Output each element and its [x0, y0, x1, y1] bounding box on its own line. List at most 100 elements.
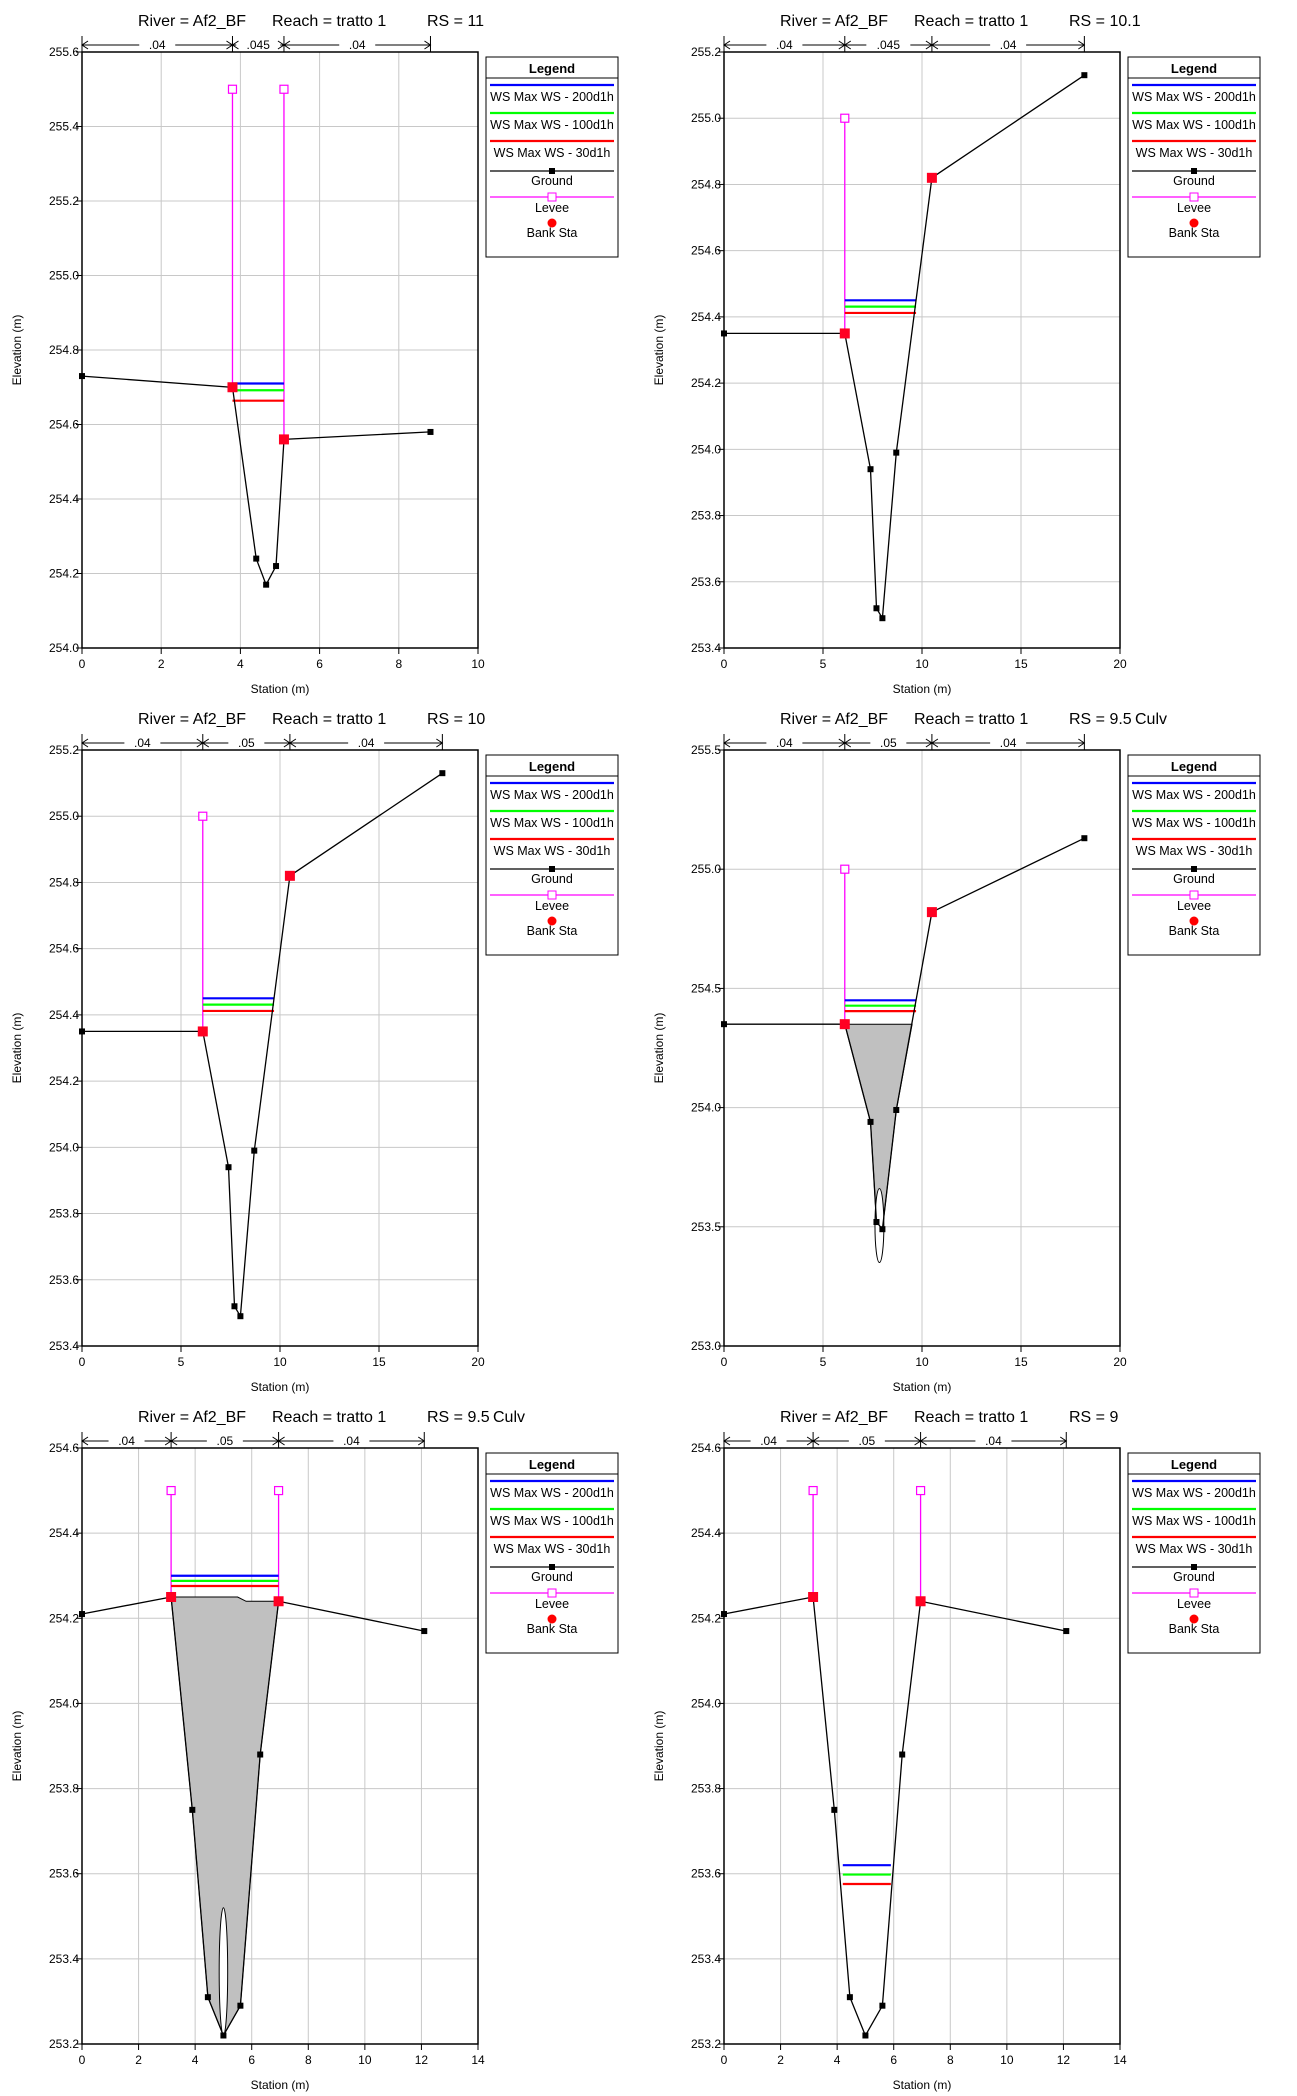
ground-point — [867, 466, 874, 473]
bank-station-marker — [284, 870, 295, 881]
chart-panel-rs-11: River = Af2_BF Reach = tratto 1 RS = 11 .04… — [0, 0, 640, 698]
mannings-n-label: .04 — [1000, 736, 1017, 750]
ground-line — [81, 375, 431, 587]
y-tick-label: 255.0 — [49, 269, 79, 283]
ground-line — [724, 74, 1085, 621]
legend-label: WS Max WS - 30d1h — [494, 1542, 611, 1556]
x-tick-label: 10 — [358, 2053, 372, 2067]
mannings-n-label: .04 — [776, 38, 793, 52]
ground-point — [867, 1118, 874, 1125]
legend-swatch-marker — [1189, 218, 1199, 228]
mannings-arrowhead — [930, 40, 939, 50]
ground-point — [273, 563, 280, 570]
chart-panel-rs-9: River = Af2_BF Reach = tratto 1 RS = 9 .04.… — [642, 1396, 1282, 2094]
legend-swatch-marker — [1189, 890, 1199, 900]
x-tick-label: 4 — [237, 657, 244, 671]
mannings-arrowhead — [81, 738, 89, 748]
ground-line — [723, 1596, 1067, 2037]
x-axis-label: Station (m) — [251, 1380, 310, 1394]
y-tick-label: 255.0 — [691, 862, 721, 876]
levee-marker — [166, 1485, 176, 1496]
y-tick-label: 253.0 — [691, 1339, 721, 1353]
ground-point — [225, 1164, 232, 1171]
culvert-pier — [218, 1907, 229, 2036]
mannings-n-label: .04 — [149, 38, 166, 52]
legend-label: WS Max WS - 200d1h — [1132, 1486, 1256, 1500]
x-tick-label: 12 — [415, 2053, 429, 2067]
x-tick-label: 15 — [372, 1355, 386, 1369]
legend-swatch-marker — [547, 218, 557, 228]
legend-label: WS Max WS - 100d1h — [1132, 1514, 1256, 1528]
y-tick-label: 254.2 — [49, 567, 79, 581]
legend-label: WS Max WS - 30d1h — [1136, 1542, 1253, 1556]
mannings-arrowhead — [201, 738, 210, 748]
chart-panel-rs-9-5-culv-b: River = Af2_BF Reach = tratto 1 RS = 9.5 Cu… — [0, 1396, 640, 2094]
x-tick-label: 6 — [316, 657, 323, 671]
legend-label: Ground — [531, 174, 573, 188]
x-tick-label: 10 — [471, 657, 485, 671]
legend-label: Ground — [531, 872, 573, 886]
y-tick-label: 253.6 — [49, 1867, 79, 1881]
legend-label: Ground — [1173, 872, 1215, 886]
mannings-arrowhead — [277, 1436, 285, 1446]
ground-point — [1081, 72, 1088, 79]
y-tick-label: 254.4 — [49, 1526, 79, 1540]
legend-label: Ground — [531, 1570, 573, 1584]
ground-point — [879, 615, 886, 622]
ground-point — [263, 581, 270, 588]
y-tick-label: 254.4 — [49, 1008, 79, 1022]
ground-point — [899, 1751, 906, 1758]
mannings-arrowhead — [723, 40, 731, 50]
title-reach: Reach = tratto 1 — [272, 13, 386, 30]
y-tick-label: 255.0 — [691, 111, 721, 125]
y-tick-label: 254.6 — [49, 942, 79, 956]
x-axis-label: Station (m) — [251, 2078, 310, 2092]
levee-marker — [273, 1485, 284, 1496]
x-tick-label: 15 — [1014, 657, 1028, 671]
x-tick-label: 5 — [178, 1355, 185, 1369]
mannings-n-label: .04 — [134, 736, 151, 750]
y-tick-label: 253.6 — [691, 575, 721, 589]
mannings-arrowhead — [812, 1436, 820, 1446]
legend-label: WS Max WS - 200d1h — [490, 90, 614, 104]
y-tick-label: 255.2 — [691, 45, 721, 59]
title-rs: RS = 9.5 — [427, 1409, 490, 1426]
legend-title: Legend — [529, 61, 575, 76]
bank-station-marker — [808, 1592, 819, 1602]
legend-title: Legend — [1171, 759, 1217, 774]
x-tick-label: 20 — [1113, 1355, 1127, 1369]
legend-swatch-marker — [549, 1564, 555, 1570]
x-tick-label: 10 — [915, 657, 929, 671]
chart-svg: River = Af2_BF Reach = tratto 1 RS = 9.5 Cu… — [10, 1409, 619, 2092]
mannings-arrowhead — [1078, 738, 1086, 748]
title-reach: Reach = tratto 1 — [272, 1409, 386, 1426]
y-tick-label: 253.5 — [691, 1220, 721, 1234]
ground-point — [189, 1806, 196, 1813]
ground-point — [231, 1303, 238, 1310]
legend-label: Bank Sta — [527, 924, 578, 938]
mannings-n-label: .04 — [358, 736, 375, 750]
title-rs: RS = 9 — [1069, 1409, 1118, 1426]
y-tick-label: 253.8 — [691, 509, 721, 523]
y-tick-label: 254.6 — [49, 418, 79, 432]
chart-svg: River = Af2_BF Reach = tratto 1 RS = 10 .04… — [10, 711, 619, 1394]
mannings-arrowhead — [417, 1436, 426, 1446]
bank-station-marker — [166, 1592, 177, 1602]
chart-svg: River = Af2_BF Reach = tratto 1 RS = 9 .04.… — [652, 1409, 1261, 2092]
mannings-n-label: .05 — [880, 736, 897, 750]
x-tick-label: 15 — [1014, 1355, 1028, 1369]
levee-marker — [840, 113, 850, 123]
y-tick-label: 253.8 — [49, 1207, 79, 1221]
legend-label: WS Max WS - 100d1h — [1132, 118, 1256, 132]
title-river: River = Af2_BF — [138, 1409, 246, 1426]
legend-label: WS Max WS - 100d1h — [490, 118, 614, 132]
title-reach: Reach = tratto 1 — [914, 711, 1028, 728]
ground-point — [421, 1628, 428, 1635]
y-tick-label: 254.8 — [691, 177, 721, 191]
bank-station-marker — [273, 1596, 284, 1607]
mannings-arrowhead — [170, 1436, 178, 1446]
chart-panel-rs-10: River = Af2_BF Reach = tratto 1 RS = 10 .04… — [0, 698, 640, 1396]
x-tick-label: 2 — [135, 2053, 142, 2067]
legend-swatch-marker — [1191, 866, 1197, 872]
